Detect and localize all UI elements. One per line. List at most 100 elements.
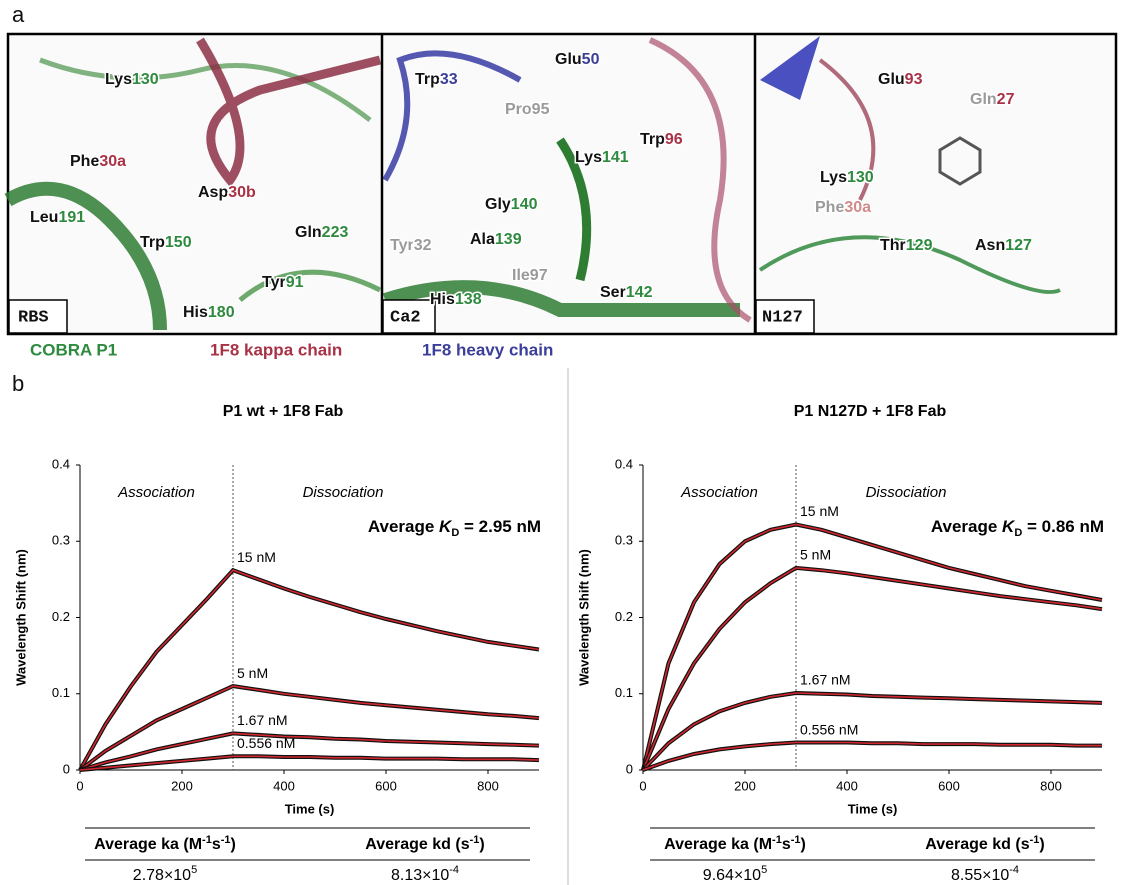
residue-label: Gly140 — [485, 196, 538, 213]
chart-title: P1 wt + 1F8 Fab — [223, 403, 344, 420]
kd-part: D — [1014, 527, 1022, 539]
fit-line — [79, 755, 540, 771]
table-header: Average ka (M-1s-1) — [664, 834, 806, 853]
residue-label: Gln27 — [970, 91, 1015, 108]
table-value: 8.13×10-4 — [391, 864, 459, 884]
residue-number: 191 — [58, 209, 85, 226]
residue-number: 30a — [99, 153, 126, 170]
x-tick-label: 0 — [76, 778, 83, 793]
x-axis-label: Time (s) — [285, 801, 335, 816]
residue-name: Trp — [640, 131, 665, 148]
residue-name: Gln — [295, 224, 322, 241]
residue-label: Tyr32 — [390, 237, 432, 254]
residue-label: Lys130 — [820, 169, 874, 186]
header-part: Average ka (M — [664, 836, 772, 853]
residue-label: Ile97 — [512, 267, 548, 284]
residue-name: Ala — [470, 231, 495, 248]
panel-tag: Ca2 — [390, 308, 421, 327]
residue-name: Trp — [415, 71, 440, 88]
residue-number: 129 — [906, 237, 933, 254]
kd-part: = 0.86 nM — [1022, 517, 1104, 536]
residue-number: 141 — [602, 149, 629, 166]
data-line — [78, 567, 540, 771]
curve-label: 1.67 nM — [800, 672, 851, 688]
y-tick-label: 0.2 — [615, 609, 633, 624]
curve-label: 15 nM — [800, 503, 839, 519]
value-part: 5 — [761, 864, 767, 876]
header-part: -1 — [202, 834, 212, 846]
residue-label: Ala139 — [470, 231, 522, 248]
y-axis-label: Wavelength Shift (nm) — [13, 549, 28, 686]
curve-label: 5 nM — [237, 665, 268, 681]
residue-number: 27 — [997, 91, 1015, 108]
residue-name: Gln — [970, 91, 997, 108]
header-part: Average kd (s — [925, 836, 1029, 853]
residue-label: Gln223 — [295, 224, 348, 241]
legend-entry: COBRA P1 — [30, 340, 117, 359]
data-line — [641, 522, 1103, 771]
residue-name: Lys — [820, 169, 847, 186]
kd-part: Average — [931, 517, 1002, 536]
fit-line — [79, 569, 540, 771]
residue-number: 30a — [844, 199, 871, 216]
header-part: s — [212, 836, 221, 853]
kd-part: K — [439, 517, 453, 536]
panel-letter: a — [12, 2, 25, 27]
residue-name: Glu — [878, 71, 905, 88]
header-part: -1 — [791, 834, 801, 846]
residue-name: Pro — [505, 101, 532, 118]
annotation: Dissociation — [866, 484, 947, 501]
residue-number: 130 — [847, 169, 874, 186]
x-tick-label: 800 — [477, 778, 499, 793]
annotation: Dissociation — [303, 484, 384, 501]
residue-label: Asp30b — [198, 184, 256, 201]
header-part: -1 — [221, 834, 231, 846]
x-tick-label: 600 — [375, 778, 397, 793]
legend-entry: 1F8 kappa chain — [210, 340, 342, 359]
kd-text: Average KD = 0.86 nM — [931, 517, 1104, 538]
kd-part: Average — [368, 517, 439, 536]
x-tick-label: 200 — [734, 778, 756, 793]
residue-name: Lys — [105, 71, 132, 88]
residue-name: His — [183, 304, 208, 321]
kd-part: D — [451, 527, 459, 539]
header-part: s — [782, 836, 791, 853]
header-part: ) — [479, 836, 484, 853]
residue-number: 130 — [132, 71, 159, 88]
header-part: -1 — [772, 834, 782, 846]
header-part: ) — [231, 836, 236, 853]
y-tick-label: 0 — [63, 761, 70, 776]
value-part: -4 — [1009, 864, 1019, 876]
x-tick-label: 0 — [639, 778, 646, 793]
residue-label: Tyr91 — [262, 274, 304, 291]
residue-label: Leu191 — [30, 209, 85, 226]
panel-tag: N127 — [762, 308, 803, 327]
residue-number: 32 — [414, 237, 432, 254]
y-tick-label: 0.2 — [52, 609, 70, 624]
fit-line — [79, 685, 540, 771]
residue-label: His138 — [430, 291, 482, 308]
structure-panels — [4, 32, 1118, 336]
fit-line — [642, 741, 1102, 771]
fit-line — [79, 732, 540, 771]
residue-number: 50 — [582, 51, 600, 68]
residue-name: Trp — [140, 234, 165, 251]
residue-name: Tyr — [262, 274, 286, 291]
x-tick-label: 400 — [836, 778, 858, 793]
header-part: Average kd (s — [365, 836, 469, 853]
residue-number: 97 — [530, 267, 548, 284]
header-part: -1 — [470, 834, 480, 846]
residue-label: Lys141 — [575, 149, 629, 166]
kd-part: = 2.95 nM — [459, 517, 541, 536]
residue-label: His180 — [183, 304, 235, 321]
table-header: Average ka (M-1s-1) — [94, 834, 236, 853]
residue-label: Pro95 — [505, 101, 550, 118]
y-tick-label: 0.1 — [52, 685, 70, 700]
residue-name: Thr — [880, 237, 906, 254]
fit-line — [642, 692, 1103, 771]
residue-number: 93 — [905, 71, 923, 88]
y-tick-label: 0.1 — [615, 685, 633, 700]
x-tick-label: 800 — [1040, 778, 1062, 793]
residue-label: Glu50 — [555, 51, 600, 68]
header-part: -1 — [1030, 834, 1040, 846]
